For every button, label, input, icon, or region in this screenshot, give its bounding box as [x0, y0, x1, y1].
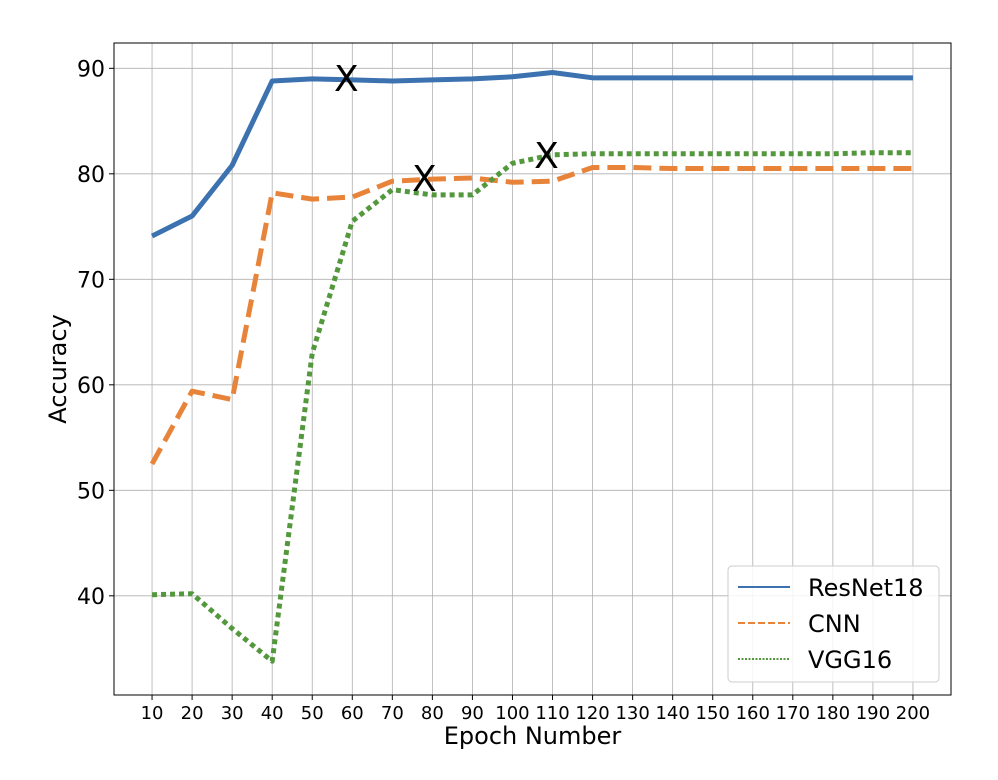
x-tick-label: 190	[856, 703, 890, 724]
x-tick-label: 130	[615, 703, 649, 724]
x-tick-label: 80	[421, 703, 444, 724]
x-tick-label: 10	[141, 703, 164, 724]
x-axis-label: Epoch Number	[444, 722, 622, 750]
x-tick-label: 60	[341, 703, 364, 724]
x-tick-label: 50	[301, 703, 324, 724]
legend-box	[727, 565, 940, 683]
plot-area-frame	[113, 42, 952, 696]
x-tick-label: 150	[696, 703, 730, 724]
x-tick-label: 160	[736, 703, 770, 724]
x-tick-label: 30	[221, 703, 244, 724]
y-tick-label: 90	[77, 57, 105, 82]
series-line-cnn	[149, 164, 913, 466]
annotations-layer: X X X	[334, 59, 559, 200]
x-tick-label: 120	[575, 703, 609, 724]
annotation-marker: X	[334, 59, 359, 100]
legend-label: ResNet18	[808, 574, 924, 602]
series-layer	[149, 70, 913, 664]
legend-label: CNN	[808, 610, 861, 638]
y-tick-label: 80	[77, 163, 105, 188]
y-tick-label: 60	[77, 374, 105, 399]
y-tick-label: 50	[77, 479, 105, 504]
y-axis-ticks: 40 50 60 70 80 90	[77, 57, 114, 610]
legend-label: VGG16	[808, 646, 892, 674]
x-tick-label: 200	[896, 703, 930, 724]
x-tick-label: 20	[181, 703, 204, 724]
x-tick-label: 110	[535, 703, 569, 724]
x-tick-label: 70	[381, 703, 404, 724]
legend: ResNet18 CNN VGG16	[727, 565, 940, 683]
annotation-marker: X	[412, 159, 437, 200]
y-axis-label: Accuracy	[44, 314, 72, 424]
x-tick-label: 90	[461, 703, 484, 724]
annotation-marker: X	[534, 136, 559, 177]
x-tick-label: 180	[816, 703, 850, 724]
x-axis-ticks: 10 20 30 40 50 60 70 80 90 100 110 120 130 140 150 160 1…	[141, 695, 930, 724]
series-line-vgg16	[151, 150, 913, 664]
x-tick-label: 40	[261, 703, 284, 724]
y-tick-label: 40	[77, 585, 105, 610]
x-tick-label: 170	[776, 703, 810, 724]
y-tick-label: 70	[77, 268, 105, 293]
x-tick-label: 100	[495, 703, 529, 724]
series-line-resnet18	[150, 70, 913, 239]
x-tick-label: 140	[655, 703, 689, 724]
